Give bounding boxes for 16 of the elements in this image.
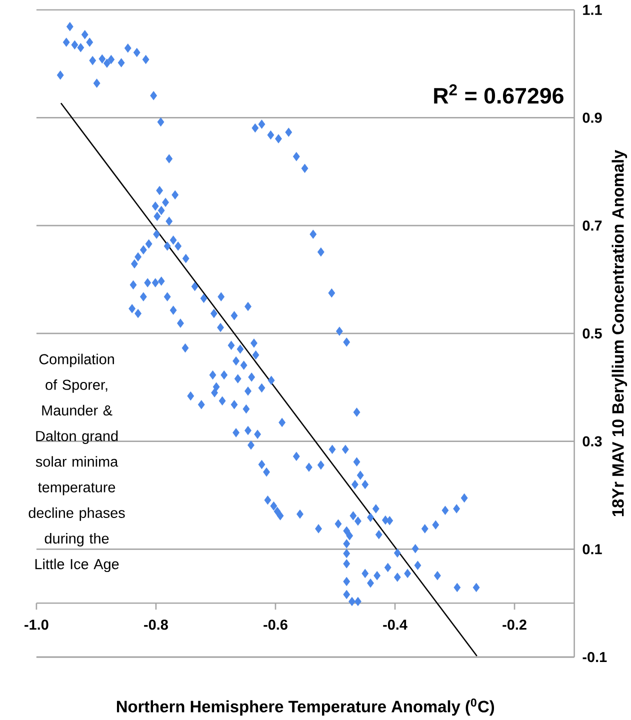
annotation: R$^{2}$ = 0.67296 bbox=[434, 84, 564, 104]
y-axis-title: 18Yr MAV 10 Beryllium Concentration Anomaly bbox=[612, 150, 627, 516]
y-tick-label: 0.7 bbox=[582, 220, 602, 231]
y-tick-label: 0.1 bbox=[582, 544, 602, 554]
y-tick-label: 0.9 bbox=[582, 112, 602, 123]
y-tick-label: 1.1 bbox=[582, 4, 602, 15]
x-tick-label: -0.6 bbox=[263, 620, 288, 630]
y-tick-label: 0.3 bbox=[582, 436, 602, 446]
x-tick-label: -0.2 bbox=[502, 620, 526, 630]
x-axis-title: Northern Hemisphere Temperature Anomaly ($^{0}$C) bbox=[116, 698, 494, 716]
x-tick-label: -1.0 bbox=[24, 620, 48, 630]
y-tick-label: -0.1 bbox=[582, 652, 606, 662]
y-tick-label: 0.5 bbox=[582, 328, 602, 339]
x-tick-label: -0.8 bbox=[144, 620, 168, 630]
text: Compilation of Sporer, Maunder & Dalton grand solar minima temperature decline phases during the Little Ice Age bbox=[28, 354, 125, 572]
x-tick-label: -0.4 bbox=[382, 620, 408, 630]
